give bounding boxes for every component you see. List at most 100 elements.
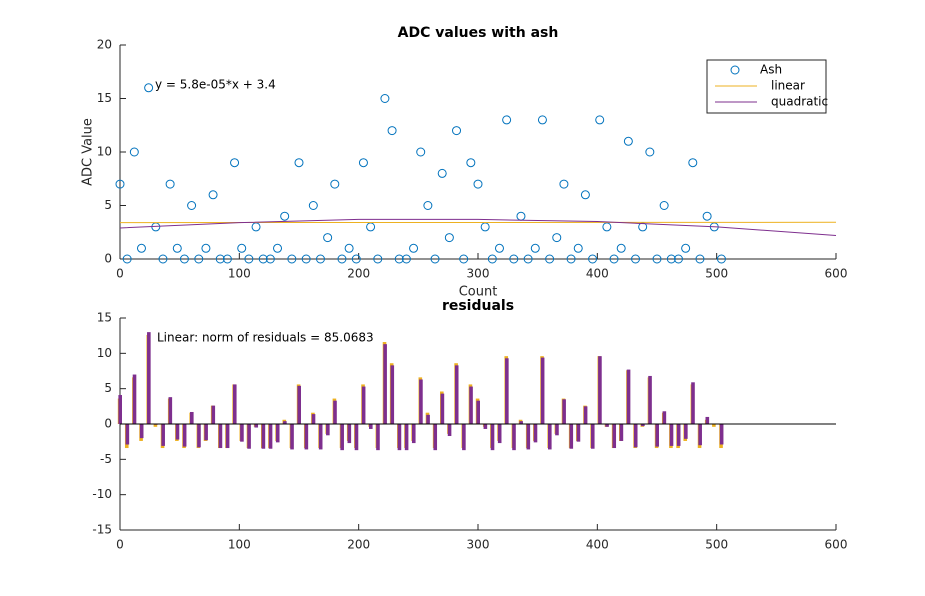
data-point (265, 254, 275, 264)
data-point (659, 201, 669, 210)
residual-bar (440, 393, 445, 424)
x-tick-label: 300 (467, 538, 490, 552)
residual-bar (161, 424, 165, 446)
legend-label: Ash (760, 63, 782, 77)
data-point (580, 190, 590, 200)
residual-bar (426, 414, 430, 424)
residual-bar (684, 424, 688, 439)
residual-bar (225, 424, 230, 449)
x-axis-label: Count (459, 285, 498, 300)
fit-line (119, 218, 837, 236)
residual-bar (304, 424, 309, 450)
residual-bar (275, 424, 280, 443)
residual-bar (240, 424, 244, 442)
x-tick-label: 200 (347, 267, 370, 281)
data-point (136, 243, 146, 253)
residual-bar (411, 424, 416, 444)
residual-bar (311, 414, 316, 424)
residual-bar (512, 424, 516, 451)
data-point (573, 243, 583, 253)
residual-bar (469, 386, 473, 424)
residual-bar (655, 424, 659, 447)
data-point (144, 83, 154, 93)
data-point (172, 243, 182, 253)
residual-bar (583, 406, 588, 424)
residual-bar (404, 424, 409, 451)
data-point (509, 254, 519, 264)
residual-bar (691, 382, 695, 424)
residual-bar (247, 424, 251, 449)
data-point (215, 254, 225, 264)
data-point (673, 254, 683, 264)
residual-bar (447, 424, 452, 437)
residual-bar (454, 365, 459, 424)
data-point (158, 254, 168, 264)
y-tick-label: -15 (92, 523, 112, 537)
data-point (645, 147, 655, 157)
data-point (437, 168, 447, 178)
residual-bar (555, 424, 559, 436)
data-point (394, 254, 404, 264)
data-point (523, 254, 533, 264)
x-tick-label: 500 (705, 267, 728, 281)
residual-bar (197, 424, 201, 448)
residual-bar (132, 374, 137, 424)
data-point (409, 243, 419, 253)
data-point (222, 254, 232, 264)
residual-bar (712, 424, 716, 427)
data-point (129, 147, 139, 157)
data-point (165, 179, 175, 189)
data-point (416, 147, 426, 157)
data-point (187, 201, 197, 210)
data-point (280, 211, 290, 221)
residual-bar (540, 357, 545, 424)
residual-bar (648, 375, 652, 424)
residual-bar (633, 424, 638, 448)
data-point (237, 243, 247, 253)
data-point (115, 179, 125, 189)
y-tick-label: 10 (97, 145, 112, 159)
data-point (502, 115, 512, 125)
data-point (179, 254, 189, 264)
legend-label: linear (771, 79, 805, 93)
data-point (244, 254, 254, 264)
residual-bar (175, 424, 180, 440)
residual-bar (576, 424, 581, 442)
residual-bar (533, 424, 538, 443)
data-point (552, 233, 562, 243)
residual-bar (676, 424, 681, 446)
x-tick-label: 400 (586, 538, 609, 552)
x-tick-label: 600 (825, 267, 848, 281)
data-point (294, 158, 304, 168)
residual-bar (383, 344, 387, 424)
x-tick-label: 0 (116, 538, 124, 552)
data-point (337, 254, 347, 264)
residual-bar (662, 411, 667, 424)
data-point (702, 211, 712, 221)
data-point (273, 243, 283, 253)
data-point (473, 179, 483, 189)
data-point (609, 254, 619, 264)
data-point (681, 243, 691, 253)
data-point (323, 233, 333, 243)
residual-bar (548, 424, 552, 450)
residual-bar (333, 400, 337, 424)
data-point (344, 243, 354, 253)
residual-bar (361, 386, 366, 424)
data-point (308, 201, 318, 210)
x-tick-label: 100 (228, 538, 251, 552)
residual-bar (326, 424, 330, 436)
y-tick-label: 5 (104, 198, 112, 212)
residual-bar (297, 385, 301, 424)
data-point (631, 254, 641, 264)
y-tick-label: 0 (104, 417, 112, 431)
residual-bar (598, 356, 602, 424)
residual-bar (497, 424, 502, 444)
data-point (373, 254, 383, 264)
residual-bar (354, 424, 359, 451)
residual-bar (153, 424, 158, 427)
data-point (315, 254, 325, 264)
y-tick-label: -5 (100, 452, 112, 466)
